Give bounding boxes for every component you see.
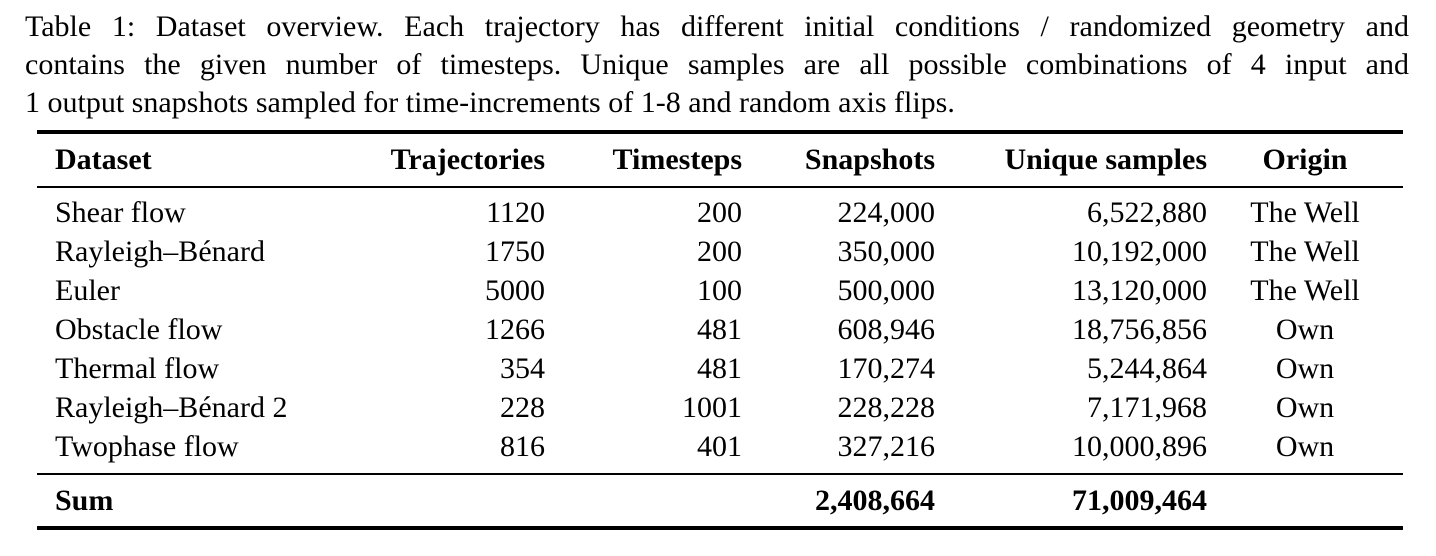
header-row: Dataset Trajectories Timesteps Snapshots… (37, 130, 1403, 188)
cell-dataset: Rayleigh–Bénard (55, 235, 265, 268)
sum-label: Sum (37, 473, 367, 530)
cell-dataset: Thermal flow (55, 352, 220, 385)
sum-snapshots: 2,408,664 (742, 473, 935, 530)
cell-unique-samples: 18,756,856 (1072, 313, 1207, 346)
cell-snapshots: 350,000 (837, 235, 936, 268)
cell-origin: Own (1275, 313, 1335, 346)
cell-dataset: Twophase flow (55, 430, 239, 463)
table-row: Twophase flow 816 401 327,216 10,000,896… (37, 427, 1403, 474)
caption-line: contains the given number of timesteps. … (25, 48, 1409, 81)
cell-dataset: Shear flow (55, 196, 186, 229)
cell-origin: Own (1275, 430, 1335, 463)
table-row: Thermal flow 354 481 170,274 5,244,864 O… (37, 349, 1403, 388)
cell-snapshots: 608,946 (837, 313, 936, 346)
column-header-origin: Origin (1207, 130, 1403, 188)
cell-origin: The Well (1250, 274, 1360, 307)
cell-timesteps: 481 (697, 313, 742, 346)
cell-dataset: Euler (55, 274, 120, 307)
cell-origin: Own (1275, 391, 1335, 424)
table-row: Obstacle flow 1266 481 608,946 18,756,85… (37, 310, 1403, 349)
cell-timesteps: 401 (697, 430, 742, 463)
cell-timesteps: 200 (697, 235, 742, 268)
table-row: Shear flow 1120 200 224,000 6,522,880 Th… (37, 187, 1403, 232)
cell-unique-samples: 10,000,896 (1072, 430, 1207, 463)
sum-row: Sum 2,408,664 71,009,464 (37, 473, 1403, 530)
column-header-dataset: Dataset (37, 130, 367, 188)
sum-origin-empty (1207, 473, 1403, 530)
cell-trajectories: 228 (500, 391, 545, 424)
dataset-overview-table: Dataset Trajectories Timesteps Snapshots… (37, 130, 1403, 530)
cell-unique-samples: 5,244,864 (1087, 352, 1207, 385)
table-row: Rayleigh–Bénard 2 228 1001 228,228 7,171… (37, 388, 1403, 427)
cell-timesteps: 100 (697, 274, 742, 307)
column-header-timesteps: Timesteps (545, 130, 742, 188)
column-header-trajectories: Trajectories (367, 130, 545, 188)
table-caption: Table 1: Dataset overview. Each trajecto… (25, 8, 1409, 122)
cell-timesteps: 481 (697, 352, 742, 385)
cell-unique-samples: 13,120,000 (1072, 274, 1207, 307)
cell-unique-samples: 7,171,968 (1087, 391, 1207, 424)
cell-unique-samples: 6,522,880 (1087, 196, 1207, 229)
cell-origin: Own (1275, 352, 1335, 385)
sum-timesteps-empty (545, 473, 742, 530)
cell-trajectories: 1266 (485, 313, 545, 346)
cell-timesteps: 1001 (682, 391, 742, 424)
cell-trajectories: 354 (500, 352, 545, 385)
cell-trajectories: 816 (500, 430, 545, 463)
sum-trajectories-empty (367, 473, 545, 530)
cell-dataset: Obstacle flow (55, 313, 223, 346)
cell-timesteps: 200 (697, 196, 742, 229)
cell-snapshots: 500,000 (837, 274, 936, 307)
cell-snapshots: 224,000 (837, 196, 936, 229)
column-header-unique-samples: Unique samples (935, 130, 1207, 188)
cell-snapshots: 170,274 (837, 352, 936, 385)
sum-unique-samples: 71,009,464 (935, 473, 1207, 530)
cell-snapshots: 327,216 (837, 430, 936, 463)
column-header-snapshots: Snapshots (742, 130, 935, 188)
cell-origin: The Well (1250, 196, 1360, 229)
table-row: Rayleigh–Bénard 1750 200 350,000 10,192,… (37, 232, 1403, 271)
cell-trajectories: 5000 (485, 274, 545, 307)
cell-trajectories: 1120 (486, 196, 545, 229)
cell-trajectories: 1750 (485, 235, 545, 268)
caption-line: Table 1: Dataset overview. Each trajecto… (25, 10, 1409, 43)
table-row: Euler 5000 100 500,000 13,120,000 The We… (37, 271, 1403, 310)
cell-dataset: Rayleigh–Bénard 2 (55, 391, 288, 424)
caption-line: 1 output snapshots sampled for time-incr… (25, 86, 955, 119)
cell-origin: The Well (1250, 235, 1360, 268)
cell-snapshots: 228,228 (837, 391, 936, 424)
cell-unique-samples: 10,192,000 (1072, 235, 1207, 268)
